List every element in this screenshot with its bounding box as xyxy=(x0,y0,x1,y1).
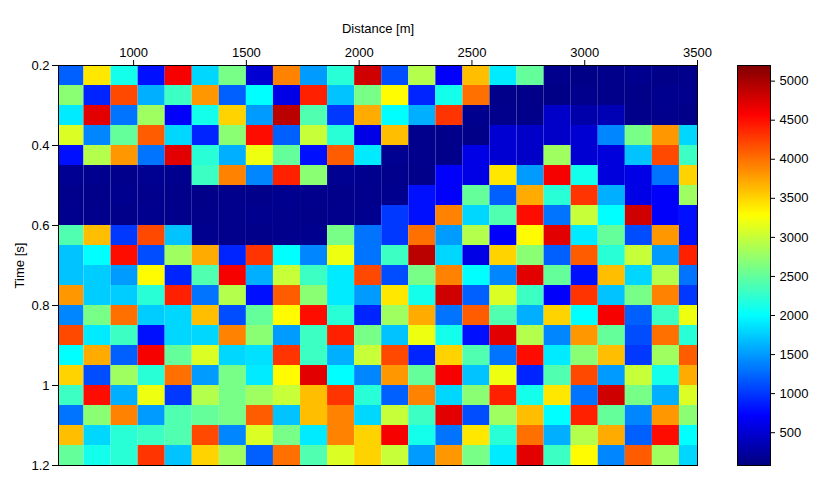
svg-text:3000: 3000 xyxy=(570,45,599,60)
svg-text:1: 1 xyxy=(42,378,49,393)
svg-text:4500: 4500 xyxy=(780,112,809,127)
svg-text:0.8: 0.8 xyxy=(31,298,49,313)
svg-text:3000: 3000 xyxy=(780,230,809,245)
svg-text:5000: 5000 xyxy=(780,73,809,88)
svg-text:1.2: 1.2 xyxy=(31,458,49,473)
svg-text:4000: 4000 xyxy=(780,151,809,166)
svg-text:Time [s]: Time [s] xyxy=(12,243,27,289)
svg-text:0.4: 0.4 xyxy=(31,138,49,153)
svg-text:Distance [m]: Distance [m] xyxy=(342,21,414,36)
svg-text:2500: 2500 xyxy=(457,45,486,60)
svg-text:0.6: 0.6 xyxy=(31,218,49,233)
svg-text:1500: 1500 xyxy=(780,347,809,362)
svg-text:2000: 2000 xyxy=(780,308,809,323)
svg-text:1000: 1000 xyxy=(780,386,809,401)
svg-text:2000: 2000 xyxy=(345,45,374,60)
svg-text:1000: 1000 xyxy=(119,45,148,60)
svg-text:3500: 3500 xyxy=(683,45,712,60)
svg-text:2500: 2500 xyxy=(780,269,809,284)
svg-text:3500: 3500 xyxy=(780,190,809,205)
svg-text:0.2: 0.2 xyxy=(31,58,49,73)
svg-text:1500: 1500 xyxy=(232,45,261,60)
svg-text:500: 500 xyxy=(780,425,802,440)
